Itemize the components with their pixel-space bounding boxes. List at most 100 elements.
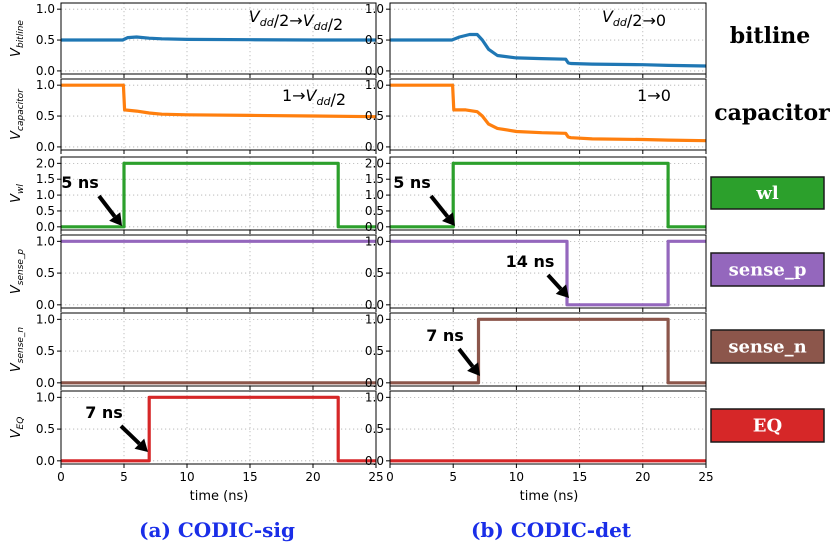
y-axis-label-bitline: Vbitline xyxy=(9,20,26,57)
timing-annotation-b-sense_n: 7 ns xyxy=(426,326,464,345)
axes-frame xyxy=(389,234,707,309)
transition-label-b-capacitor: 1→0 xyxy=(637,86,671,105)
y-tick-label: 0.5 xyxy=(36,422,55,436)
panel-b-wl: 0.0 0.5 1.0 1.5 2.0 xyxy=(365,156,707,234)
series-line-capacitor xyxy=(61,83,377,119)
y-axis-label-main: V xyxy=(9,428,24,438)
y-tick-label: 1.0 xyxy=(36,2,55,16)
y-tick-label: 0.0 xyxy=(36,454,55,468)
y-tick-label: 1.0 xyxy=(365,2,384,16)
transition-label-a-capacitor: 1→Vdd/2 xyxy=(282,86,346,109)
x-tick-label: 25 xyxy=(698,470,713,484)
row-label-bitline: bitline xyxy=(730,23,811,49)
y-tick-label: 0.0 xyxy=(36,64,55,78)
panel-a-wl: 0.0 0.5 1.0 1.5 2.0 xyxy=(36,156,377,234)
y-tick-label: 1.0 xyxy=(36,78,55,92)
y-axis-label-sub: EQ xyxy=(16,417,26,430)
y-tick-label: 1.0 xyxy=(36,234,55,248)
y-tick-label: 0.5 xyxy=(36,344,55,358)
y-tick-label: 0.5 xyxy=(36,266,55,280)
x-axis-labels: time (ns) time (ns) xyxy=(190,489,579,504)
signal-box-bg xyxy=(710,252,825,287)
y-tick-label: 1.5 xyxy=(36,172,55,186)
y-tick-label: 1.0 xyxy=(365,390,384,404)
caption-a: (a) CODIC-sig xyxy=(139,518,295,542)
transition-label-b-bitline: Vdd/2→0 xyxy=(602,7,666,30)
y-tick-label: 0.0 xyxy=(36,376,55,390)
y-axis-label-main: V xyxy=(9,284,24,294)
y-tick-label: 0.0 xyxy=(36,220,55,234)
axes-frame xyxy=(389,312,707,387)
panel-a-sense_p: 0.0 0.5 1.0 xyxy=(36,234,377,312)
signal-box-bg xyxy=(710,176,825,210)
timing-arrowhead xyxy=(467,362,480,376)
y-tick-label: 0.0 xyxy=(36,298,55,312)
timing-arrow xyxy=(97,194,117,218)
y-axis-label-capacitor: Vcapacitor xyxy=(9,88,26,140)
y-tick-label: 0.5 xyxy=(365,33,384,47)
timing-annotation-b-wl: 5 ns xyxy=(393,173,431,192)
y-axis-label-EQ: VEQ xyxy=(9,417,26,439)
y-tick-label: 0.5 xyxy=(365,266,384,280)
y-tick-label: 0.5 xyxy=(365,204,384,218)
x-tick-label: 0 xyxy=(57,470,65,484)
x-tick-label: 5 xyxy=(449,470,457,484)
timing-annotation-a-EQ: 7 ns xyxy=(85,403,123,422)
x-tick-label: 15 xyxy=(242,470,257,484)
y-axis-label-sub: sense_p xyxy=(16,249,26,286)
y-tick-label: 0.0 xyxy=(365,376,384,390)
y-axis-label-sense_n: Vsense_n xyxy=(9,327,26,373)
panel-a-EQ: 0.0 0.5 1.0 0 5 10 15 20 25 xyxy=(36,390,384,484)
y-axis-label-main: V xyxy=(9,362,24,372)
transition-label-a-bitline: Vdd/2→Vdd/2 xyxy=(249,7,343,34)
y-tick-label: 0.5 xyxy=(36,204,55,218)
series-line-sense_n xyxy=(390,317,706,385)
timing-arrow xyxy=(457,347,475,368)
signal-box-sense_p: sense_p xyxy=(710,252,825,287)
y-tick-label: 1.0 xyxy=(36,188,55,202)
y-tick-label: 1.0 xyxy=(365,78,384,92)
right-labels: bitline capacitor xyxy=(714,23,830,126)
signal-box-label: sense_n xyxy=(728,337,806,358)
x-tick-label: 10 xyxy=(509,470,524,484)
y-tick-label: 0.5 xyxy=(365,344,384,358)
axes-frame xyxy=(389,390,707,465)
signal-boxes: wl sense_p sense_n EQ xyxy=(710,176,825,443)
x-axis-label-b: time (ns) xyxy=(520,489,579,504)
captions: (a) CODIC-sig (b) CODIC-det xyxy=(139,518,632,542)
panel-b-sense_p: 0.0 0.5 1.0 xyxy=(365,234,707,312)
series-line-wl xyxy=(61,161,376,229)
axes-frame xyxy=(389,2,707,75)
axes-frame xyxy=(60,156,377,231)
series-line-capacitor xyxy=(390,83,707,143)
axes-frame xyxy=(60,2,377,75)
axes-frame xyxy=(60,234,377,309)
panel-b-EQ: 0.0 0.5 1.0 0 5 10 15 20 25 xyxy=(365,390,714,484)
y-axis-label-sub: bitline xyxy=(16,20,26,48)
panel-a-capacitor: 0.0 0.5 1.0 xyxy=(36,78,377,154)
plot-area: 0.0 0.5 1.0 Vbitline Vdd/2→Vdd/2 0.0 0.5 1.0 Vdd… xyxy=(9,2,714,484)
signal-box-sense_n: sense_n xyxy=(710,329,825,364)
axes-frame xyxy=(389,78,707,151)
y-tick-label: 1.5 xyxy=(365,172,384,186)
signal-box-label: wl xyxy=(755,183,778,204)
y-axis-label-sense_p: Vsense_p xyxy=(9,249,26,295)
axes-frame xyxy=(60,312,377,387)
x-tick-label: 20 xyxy=(305,470,320,484)
y-tick-label: 1.0 xyxy=(36,312,55,326)
row-label-capacitor: capacitor xyxy=(714,100,830,126)
y-tick-label: 0.5 xyxy=(365,422,384,436)
y-tick-label: 2.0 xyxy=(36,156,55,170)
timing-arrow xyxy=(546,273,563,291)
y-tick-label: 1.0 xyxy=(365,312,384,326)
timing-arrowhead xyxy=(555,284,569,298)
timing-arrowhead xyxy=(442,212,455,226)
y-axis-label-sub: capacitor xyxy=(16,88,26,131)
y-tick-label: 2.0 xyxy=(365,156,384,170)
y-tick-label: 0.0 xyxy=(36,140,55,154)
y-tick-label: 0.5 xyxy=(36,33,55,47)
y-axis-label-main: V xyxy=(9,130,24,140)
y-tick-label: 0.0 xyxy=(365,298,384,312)
panel-b-sense_n: 0.0 0.5 1.0 xyxy=(365,312,707,390)
x-tick-label: 20 xyxy=(635,470,650,484)
